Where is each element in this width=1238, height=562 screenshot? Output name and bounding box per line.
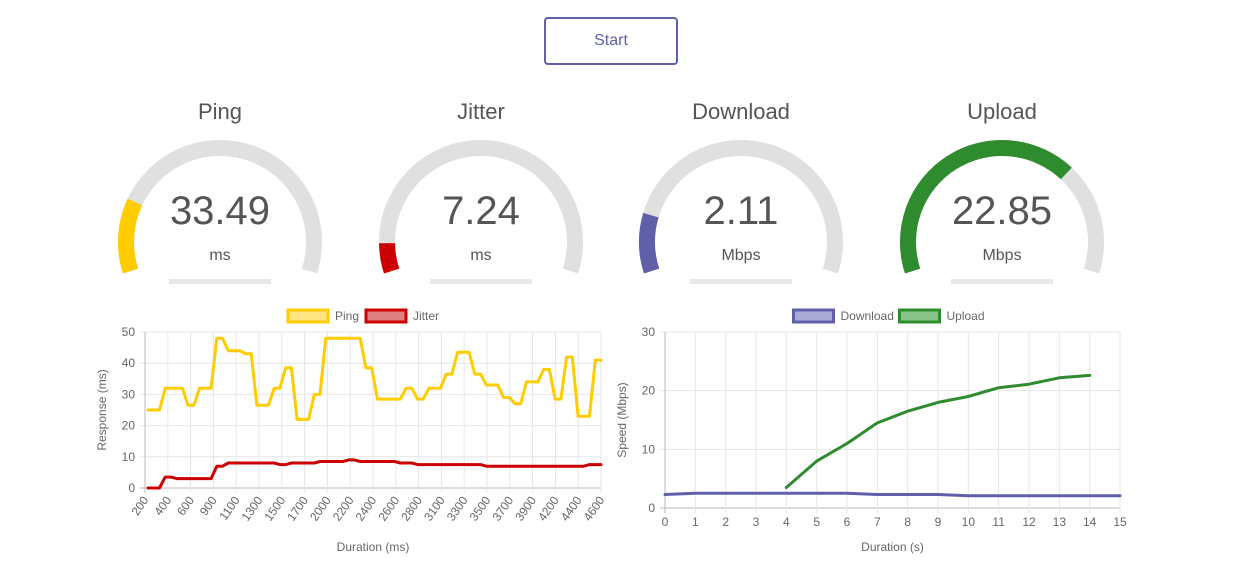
legend-label-download: Download [841, 309, 894, 323]
x-tick-label: 9 [935, 515, 942, 529]
series-line-jitter [146, 458, 603, 490]
legend-label-ping: Ping [335, 309, 359, 323]
ping-gauge-arc [118, 140, 322, 274]
y-axis-title: Speed (Mbps) [615, 382, 629, 457]
chart-legend: Download Upload [792, 308, 985, 324]
x-tick-label: 2600 [375, 493, 402, 523]
series-line-upload [784, 373, 1092, 489]
jitter-title: Jitter [457, 99, 505, 124]
legend-swatch-upload [898, 308, 941, 324]
download-gauge: Download 2.11 Mbps [621, 95, 861, 295]
download-value: 2.11 [703, 189, 779, 233]
series-line-ping [146, 336, 603, 421]
ping-gauge: Ping 33.49 ms [100, 95, 340, 295]
download-title: Download [692, 99, 790, 124]
x-tick-label: 3100 [421, 493, 448, 523]
download-unit: Mbps [721, 247, 761, 264]
x-tick-label: 3 [753, 515, 760, 529]
x-tick-label: 11 [992, 515, 1005, 529]
jitter-gauge-arc [379, 140, 583, 274]
legend-swatch-ping [286, 308, 330, 324]
x-tick-label: 8 [904, 515, 911, 529]
x-tick-label: 5 [813, 515, 820, 529]
jitter-value: 7.24 [442, 189, 520, 233]
x-tick-label: 2 [722, 515, 729, 529]
y-tick-label: 30 [122, 387, 136, 401]
x-tick-label: 10 [962, 515, 976, 529]
x-tick-label: 2800 [398, 493, 425, 523]
ping-progress-bar [169, 279, 271, 284]
x-tick-label: 13 [1053, 515, 1067, 529]
y-tick-label: 10 [122, 450, 136, 464]
x-tick-label: 3700 [489, 493, 516, 523]
x-tick-label: 14 [1083, 515, 1097, 529]
upload-unit: Mbps [982, 247, 1022, 264]
x-tick-label: 2400 [353, 493, 380, 523]
upload-value: 22.85 [951, 189, 1053, 233]
x-tick-label: 600 [174, 493, 197, 518]
x-tick-label: 1700 [284, 493, 311, 523]
x-tick-label: 2000 [307, 493, 334, 523]
y-axis-title: Response (ms) [95, 369, 109, 450]
x-tick-label: 0 [662, 515, 669, 529]
x-tick-label: 1 [692, 515, 699, 529]
download-progress-bar [690, 279, 792, 284]
y-tick-label: 50 [122, 325, 136, 339]
x-tick-label: 4200 [535, 493, 562, 523]
x-tick-label: 4 [783, 515, 790, 529]
x-tick-label: 12 [1022, 515, 1036, 529]
x-tick-label: 6 [844, 515, 851, 529]
start-button[interactable]: Start [544, 17, 678, 65]
x-tick-label: 3900 [512, 493, 539, 523]
x-tick-label: 200 [128, 493, 151, 518]
jitter-progress-bar [430, 279, 532, 284]
x-axis-title: Duration (s) [861, 540, 924, 554]
x-tick-label: 4400 [558, 493, 585, 523]
x-tick-label: 3300 [444, 493, 471, 523]
y-tick-label: 40 [122, 356, 136, 370]
y-tick-label: 20 [642, 384, 656, 398]
ping-value: 33.49 [169, 189, 271, 233]
x-tick-label: 1100 [216, 493, 242, 522]
x-tick-label: 4600 [581, 493, 608, 523]
ping-unit: ms [209, 247, 231, 264]
upload-progress-bar [951, 279, 1053, 284]
jitter-unit: ms [470, 247, 492, 264]
y-tick-label: 20 [122, 419, 136, 433]
legend-label-upload: Upload [947, 309, 985, 323]
y-tick-label: 10 [642, 442, 656, 456]
upload-title: Upload [967, 99, 1037, 124]
legend-swatch-download [792, 308, 835, 324]
upload-gauge-arc [900, 140, 1104, 274]
x-tick-label: 1500 [261, 493, 288, 523]
y-tick-label: 30 [642, 325, 656, 339]
y-tick-label: 0 [648, 501, 655, 515]
x-tick-label: 2200 [330, 493, 357, 523]
legend-label-jitter: Jitter [413, 309, 439, 323]
upload-gauge: Upload 22.85 Mbps [882, 95, 1122, 295]
x-axis-title: Duration (ms) [337, 540, 410, 554]
jitter-gauge: Jitter 7.24 ms [361, 95, 601, 295]
ping-title: Ping [197, 99, 243, 124]
x-tick-label: 400 [151, 493, 174, 518]
x-tick-label: 1300 [239, 493, 266, 523]
x-tick-label: 7 [874, 515, 881, 529]
series-line-download [663, 491, 1122, 498]
chart-legend: Ping Jitter [286, 308, 439, 324]
download-gauge-arc [639, 140, 843, 274]
x-tick-label: 15 [1113, 515, 1127, 529]
legend-swatch-jitter [364, 308, 408, 324]
y-tick-label: 0 [128, 481, 135, 495]
x-tick-label: 3500 [467, 493, 494, 523]
